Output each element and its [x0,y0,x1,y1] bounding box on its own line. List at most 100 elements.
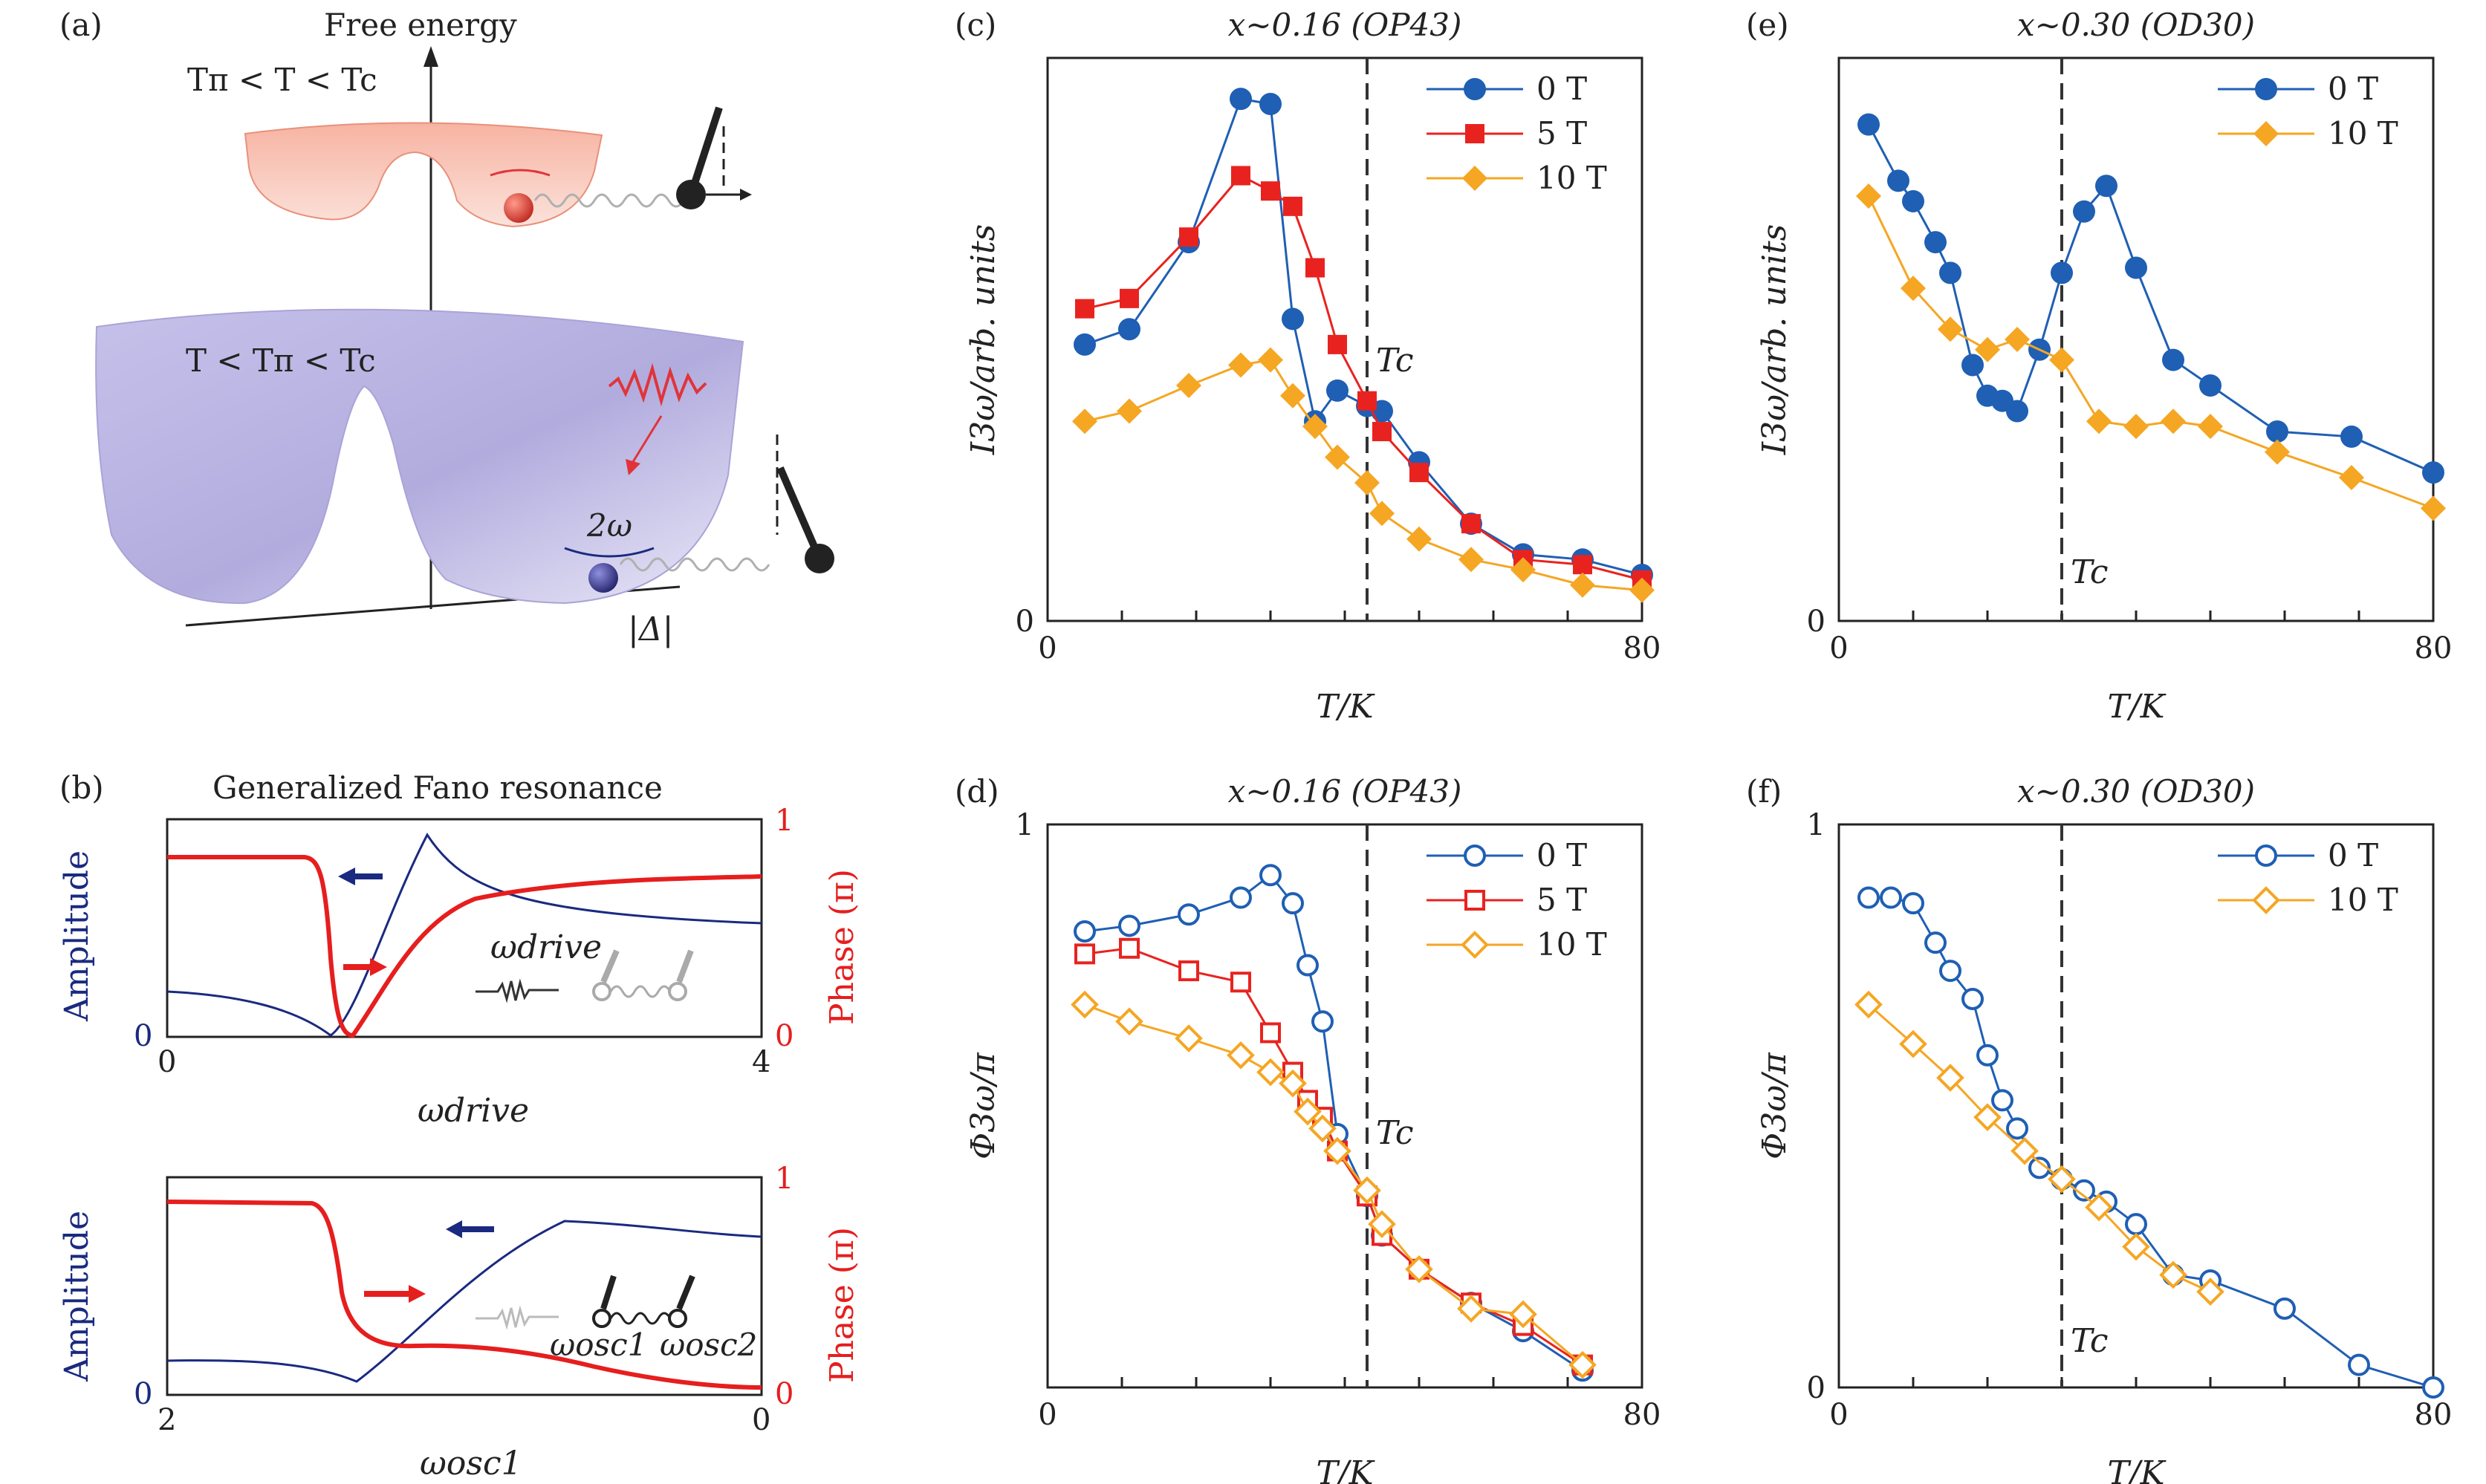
data-point [1118,914,1140,937]
data-point [1282,307,1304,331]
chart-panel-d: (d) x∼0.16 (OP43) 0 80 1 T/K Φ3ω/π Tc 0 T 5 T 10 T [955,773,1661,1484]
legend-entry-c-1: 5 T [1427,115,1587,152]
data-point [2266,420,2288,443]
data-point [1175,1024,1203,1052]
data-point [1308,1114,1337,1143]
data-point [2073,200,2095,223]
y-axis-label-e: I3ω/arb. units [1756,224,1794,456]
data-point [1899,1029,1927,1058]
data-point [1369,501,1395,527]
fano-top-frame [166,818,763,1038]
data-point [1976,1044,1999,1067]
data-point [1118,318,1140,341]
fano-bottom-frame [166,1176,763,1396]
fano-bottom-spring-icon [609,1312,672,1325]
data-point [1902,892,1924,915]
data-point [1283,196,1302,216]
data-point [1973,1103,2002,1131]
panel-b-title: Generalized Fano resonance [212,769,663,806]
data-point [2265,439,2290,465]
tc-label-e: Tc [2071,553,2109,591]
data-point [1296,954,1319,977]
data-point [1259,864,1282,887]
fano-top-plot: ωdrive 0 4 0 1 0 Amplitude Phase (π) ωdr… [58,804,861,1130]
upper-pendulum-rod [687,106,723,196]
data-point [2274,1297,2296,1320]
data-point [1228,352,1253,378]
legend-entry-d-0: 0 T [1427,837,1587,873]
upper-pendulum-bob [676,180,706,209]
fano-top-inset-label: ωdrive [490,928,602,966]
x-tick-label: 0 [1829,1398,1848,1432]
fano-top-xlabel: ωdrive [418,1092,529,1130]
chart-title-f: x∼0.30 (OD30) [2017,773,2255,810]
legend-label: 5 T [1536,882,1587,918]
y-tick-label: 1 [1016,808,1034,842]
series-d-0T [1074,864,1594,1382]
upper-pendulum-arrow-icon [740,189,752,201]
data-point [2348,1353,2370,1376]
light-pulse-icon [608,362,707,407]
chart-title-e: x∼0.30 (OD30) [2017,7,2255,43]
x-axis-label-e: T/K [2107,688,2166,726]
data-point [1227,1041,1255,1070]
data-point [1259,93,1282,116]
series-e-10T [1856,183,2446,521]
x-tick-label: 0 [1038,631,1057,665]
data-point [1939,261,1961,284]
data-point [2051,261,2073,284]
lower-free-energy-well [95,308,744,605]
data-point [2095,175,2117,198]
data-point [1629,577,1655,603]
fano-bottom-inset-osc1: ωosc1 [550,1327,647,1363]
delta-axis-label: |Δ| [628,611,673,648]
data-point [1372,422,1392,442]
fano-top-right-axis-label: Phase (π) [823,869,861,1025]
series-line [1084,174,1643,582]
panel-a-title: Free energy [324,7,517,43]
data-point [2340,425,2363,448]
legend-label: 0 T [2328,71,2378,107]
light-pulse-arrow-icon [626,459,640,475]
data-point [2125,1213,2147,1236]
data-point [1302,414,1328,440]
fano-bottom-oscillator-1 [592,1309,611,1328]
y-tick-label: 0 [1016,605,1034,639]
data-point [1409,463,1429,483]
series-f-0T [1857,886,2444,1399]
legend-entry-c-0: 0 T [1427,71,1587,107]
data-point [1856,183,1881,209]
lower-pendulum-bob [805,544,834,573]
panel-label-c: (c) [955,7,996,43]
data-point [1280,383,1305,409]
data-point [2049,347,2074,373]
legend-entry-f-0: 0 T [2218,837,2378,873]
fano-bottom-xtick-2: 2 [158,1403,176,1437]
data-point [1230,972,1251,993]
y-axis-label-f: Φ3ω/π [1756,1052,1794,1159]
x-tick-label: 80 [1623,1398,1661,1432]
fano-top-oscillator-1 [592,982,611,1001]
fano-bottom-right-axis-label: Phase (π) [823,1227,861,1383]
legend-entry-f-1: 10 T [2218,882,2398,918]
legend-marker [1462,166,1487,191]
fano-bottom-inset-osc2: ωosc2 [660,1327,757,1363]
energy-axis-arrow-icon [423,46,438,67]
data-point [2006,400,2028,423]
chart-title-c: x∼0.16 (OP43) [1228,7,1462,43]
fano-bottom-xlabel: ωosc1 [420,1445,522,1483]
data-point [1936,1064,1964,1092]
legend-marker [2255,78,2277,100]
data-point [1072,409,1097,435]
lower-pendulum-rod [776,466,823,560]
upper-order-parameter-ball [504,193,533,223]
data-point [1939,960,1961,983]
fano-top-left-axis-label: Amplitude [58,850,96,1022]
lower-order-parameter-ball [588,563,618,593]
data-point [1857,886,1880,909]
two-omega-label: 2ω [586,507,632,544]
legend-marker [2253,121,2279,146]
chart-title-d: x∼0.16 (OP43) [1228,773,1462,810]
data-point [1179,227,1198,247]
data-point [1961,987,1984,1010]
